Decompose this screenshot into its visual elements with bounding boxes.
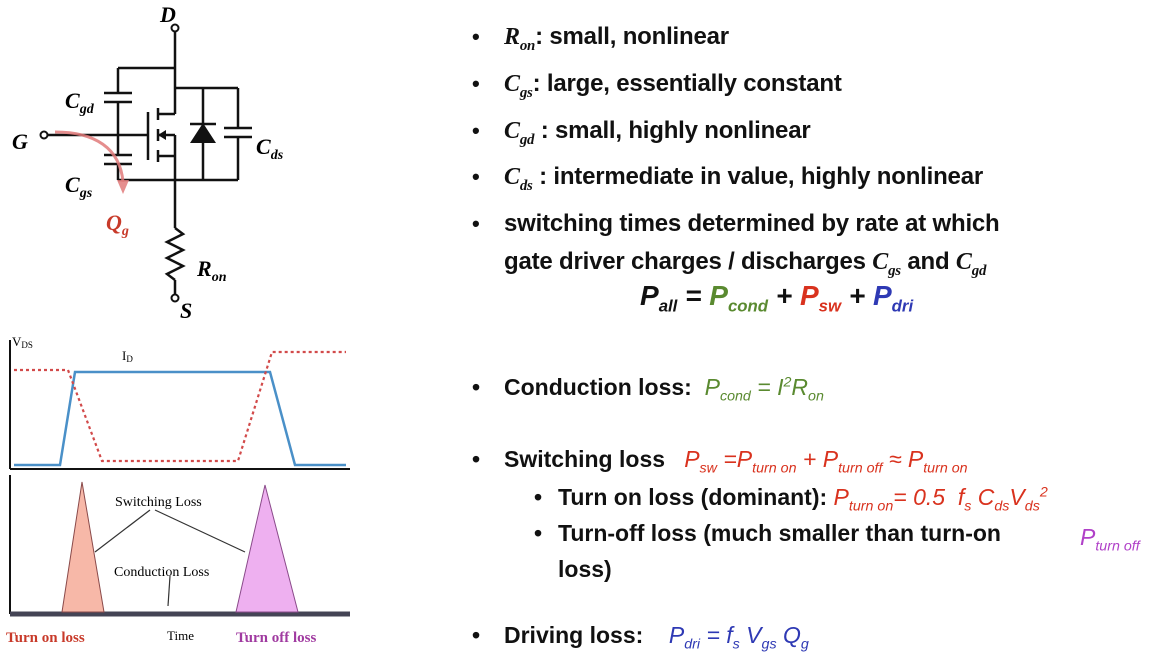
driving-loss-formula: Pdri = fs Vgs Qg <box>668 622 809 653</box>
parasitic-bullet-list: Ron: small, nonlinear Cgs: large, essent… <box>462 18 1162 290</box>
bullet-cds: Cds : intermediate in value, highly nonl… <box>462 158 1162 205</box>
turn-on-loss-area <box>61 481 105 613</box>
turn-off-loss-area <box>235 484 299 613</box>
id-label: ID <box>122 348 133 364</box>
gate-label: G <box>12 129 28 154</box>
switching-waveform-diagram: VDS ID Switching Loss Conduction Loss Ti… <box>6 334 350 646</box>
conduction-loss-formula: Pcond = I2Ron <box>704 374 824 405</box>
gate-terminal <box>39 130 49 140</box>
turn-off-loss-formula: Pturn off <box>1080 524 1140 555</box>
notes-panel: Ron: small, nonlinear Cgs: large, essent… <box>462 0 1174 664</box>
drain-label: D <box>159 2 176 27</box>
qg-label: Qg <box>106 210 129 239</box>
conduction-loss-annotation: Conduction Loss <box>114 565 209 580</box>
gate-charge-arrow <box>54 130 125 183</box>
drain-terminal <box>170 23 180 33</box>
bullet-cgd: Cgd : small, highly nonlinear <box>462 112 1162 159</box>
total-power-equation: Pall = Pcond + Psw + Pdri <box>640 280 914 316</box>
cgd-label: Cgd <box>65 88 95 117</box>
bullet-ron: Ron: small, nonlinear <box>462 18 1162 65</box>
time-axis-label: Time <box>167 628 194 643</box>
switching-loss-formula: Psw =Pturn on + Pturn off ≈ Pturn on <box>684 446 968 477</box>
source-label: S <box>180 298 192 320</box>
bullet-switching-times: switching times determined by rate at wh… <box>462 205 1162 290</box>
switching-loss-annotation: Switching Loss <box>115 495 202 510</box>
source-terminal <box>170 293 180 303</box>
ron-label: Ron <box>196 256 227 285</box>
drain-current-trace <box>14 370 346 467</box>
bullet-cgs: Cgs: large, essentially constant <box>462 65 1162 112</box>
turn-off-loss-label: Turn off loss <box>236 630 316 646</box>
mosfet-circuit-diagram: D G S Cgd Cgs Cds Qg Ron <box>12 2 284 320</box>
turn-on-loss-label: Turn on loss <box>6 630 85 646</box>
cgs-label: Cgs <box>65 172 93 201</box>
cds-label: Cds <box>256 134 284 163</box>
drain-voltage-trace <box>14 350 346 463</box>
turn-on-loss-formula: Pturn on= 0.5 fs CdsVds2 <box>833 484 1048 515</box>
body-diode-icon <box>190 123 216 143</box>
vds-label: VDS <box>12 334 33 350</box>
